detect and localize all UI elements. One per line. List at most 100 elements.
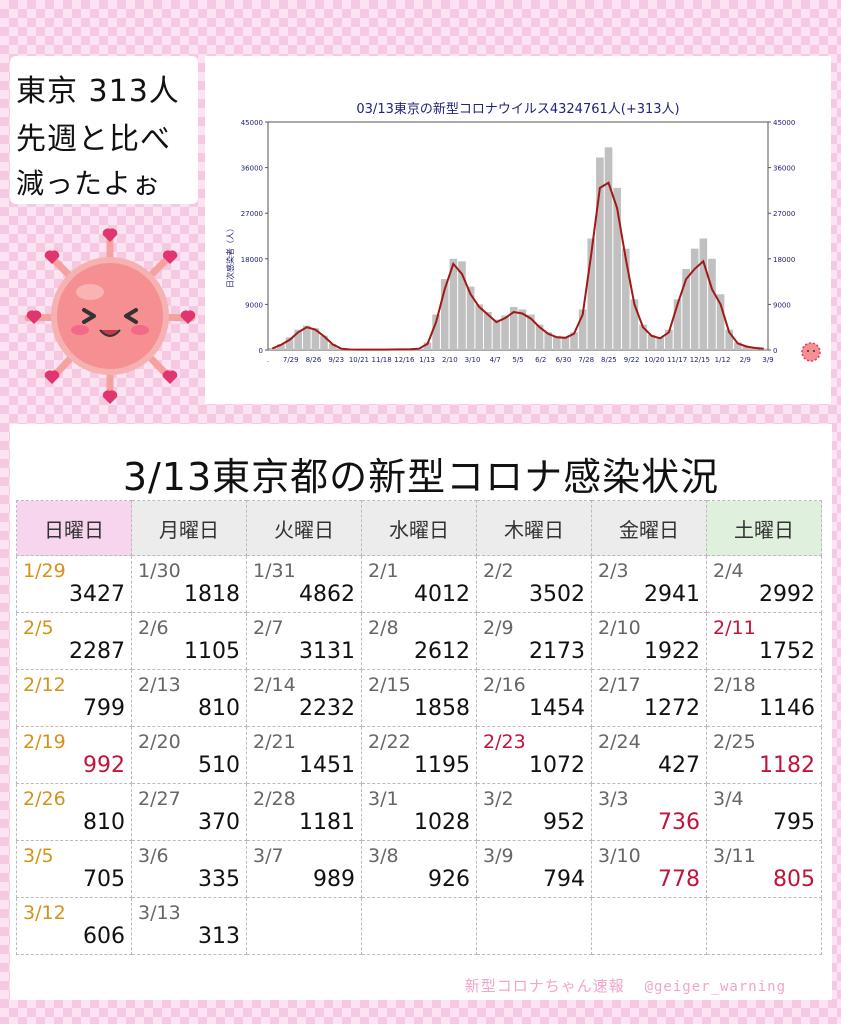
cell-date: 2/22 (368, 731, 411, 753)
day-cell: 1/31 4862 (246, 555, 362, 613)
cell-count: 952 (543, 810, 585, 835)
bar (596, 157, 604, 350)
day-cell: 2/25 1182 (706, 726, 822, 784)
day-cell: 2/10 1922 (591, 612, 707, 670)
cell-date: 2/17 (598, 674, 641, 696)
bar (578, 309, 587, 350)
cell-date: 3/6 (138, 845, 169, 867)
bar (621, 248, 630, 350)
bar (552, 335, 561, 350)
cell-count: 805 (773, 867, 815, 892)
cell-count: 335 (198, 867, 240, 892)
bar (440, 279, 449, 350)
x-tick-label: 2/9 (740, 356, 751, 364)
x-tick-label: 1/12 (715, 356, 731, 364)
bar (639, 324, 647, 350)
x-tick-label: 9/23 (328, 356, 344, 364)
bar (492, 319, 501, 350)
header-saturday: 土曜日 (706, 500, 822, 556)
header-friday: 金曜日 (591, 500, 707, 556)
day-cell: 1/29 3427 (16, 555, 132, 613)
credit-handle: @geiger_warning (644, 979, 786, 995)
bar (742, 345, 751, 350)
cell-date: 2/16 (483, 674, 526, 696)
day-cell (476, 897, 592, 955)
y-tick-label-left: 9000 (245, 301, 263, 309)
cell-count: 2287 (69, 639, 125, 664)
bar (699, 238, 708, 350)
day-cell: 3/10 778 (591, 840, 707, 898)
cell-date: 2/1 (368, 560, 399, 582)
day-cell: 2/4 2992 (706, 555, 822, 613)
bar (587, 238, 596, 350)
cell-date: 1/31 (253, 560, 296, 582)
bar (311, 328, 320, 350)
x-tick-label: 7/28 (578, 356, 594, 364)
cell-date: 3/2 (483, 788, 514, 810)
cell-date: 3/10 (598, 845, 641, 867)
x-tick-label: 10/21 (349, 356, 369, 364)
x-tick-label: 9/22 (624, 356, 640, 364)
bar (458, 261, 466, 350)
cell-date: 3/4 (713, 788, 744, 810)
cell-count: 4862 (299, 582, 355, 607)
day-cell: 3/3 736 (591, 783, 707, 841)
bar (268, 347, 277, 350)
cell-count: 1146 (759, 696, 815, 721)
cell-count: 794 (543, 867, 585, 892)
cell-count: 2612 (414, 639, 470, 664)
cell-count: 1451 (299, 753, 355, 778)
x-tick-label: 12/16 (394, 356, 415, 364)
header-thursday: 木曜日 (476, 500, 592, 556)
bar (673, 299, 682, 350)
cell-date: 2/20 (138, 731, 181, 753)
cell-date: 3/13 (138, 902, 181, 924)
cell-date: 2/3 (598, 560, 629, 582)
day-cell: 2/21 1451 (246, 726, 362, 784)
y-tick-label-left: 0 (259, 347, 263, 355)
day-cell: 2/26 810 (16, 783, 132, 841)
cell-count: 1105 (184, 639, 240, 664)
cell-count: 1922 (644, 639, 700, 664)
x-tick-label: 12/15 (690, 356, 710, 364)
credit: 新型コロナちゃん速報 @geiger_warning (465, 975, 786, 996)
chart-card: 03/13東京の新型コロナウイルス4324761人(+313人) 日次感染者（人… (205, 56, 831, 404)
bar (570, 332, 578, 350)
table-row: 3/5 705 3/6 335 3/7 989 3/8 926 3/9 794 3/10 778 3/1… (16, 840, 822, 898)
cell-count: 795 (773, 810, 815, 835)
cell-date: 2/8 (368, 617, 399, 639)
bubble-line-3: 減ったよぉ (16, 167, 162, 200)
cell-date: 2/12 (23, 674, 66, 696)
cell-date: 3/8 (368, 845, 399, 867)
bar (277, 343, 285, 350)
bar (647, 334, 656, 350)
x-tick-label: . (267, 356, 269, 364)
cell-date: 2/18 (713, 674, 756, 696)
day-cell: 2/13 810 (131, 669, 247, 727)
cell-date: 2/19 (23, 731, 66, 753)
table-title: 3/13東京都の新型コロナ感染状況 (122, 455, 720, 499)
header-sunday: 日曜日 (16, 500, 132, 556)
cell-date: 2/25 (713, 731, 756, 753)
day-cell: 2/15 1858 (361, 669, 477, 727)
cell-date: 2/10 (598, 617, 641, 639)
bar (604, 147, 613, 350)
header-tuesday: 火曜日 (246, 500, 362, 556)
cell-count: 2232 (299, 696, 355, 721)
bar (302, 325, 311, 350)
day-cell (591, 897, 707, 955)
bar (501, 315, 509, 350)
day-cell: 2/28 1181 (246, 783, 362, 841)
cell-count: 926 (428, 867, 470, 892)
y-tick-label-left: 18000 (241, 256, 263, 264)
cell-count: 778 (658, 867, 700, 892)
x-tick-label: 4/7 (490, 356, 501, 364)
cell-date: 2/28 (253, 788, 296, 810)
table-row: 2/26 810 2/27 370 2/28 1181 3/1 1028 3/2 952 3/3 73… (16, 783, 822, 841)
day-cell: 2/24 427 (591, 726, 707, 784)
cell-date: 2/13 (138, 674, 181, 696)
cell-count: 510 (198, 753, 240, 778)
day-cell: 3/9 794 (476, 840, 592, 898)
cell-date: 2/5 (23, 617, 54, 639)
cell-count: 810 (198, 696, 240, 721)
